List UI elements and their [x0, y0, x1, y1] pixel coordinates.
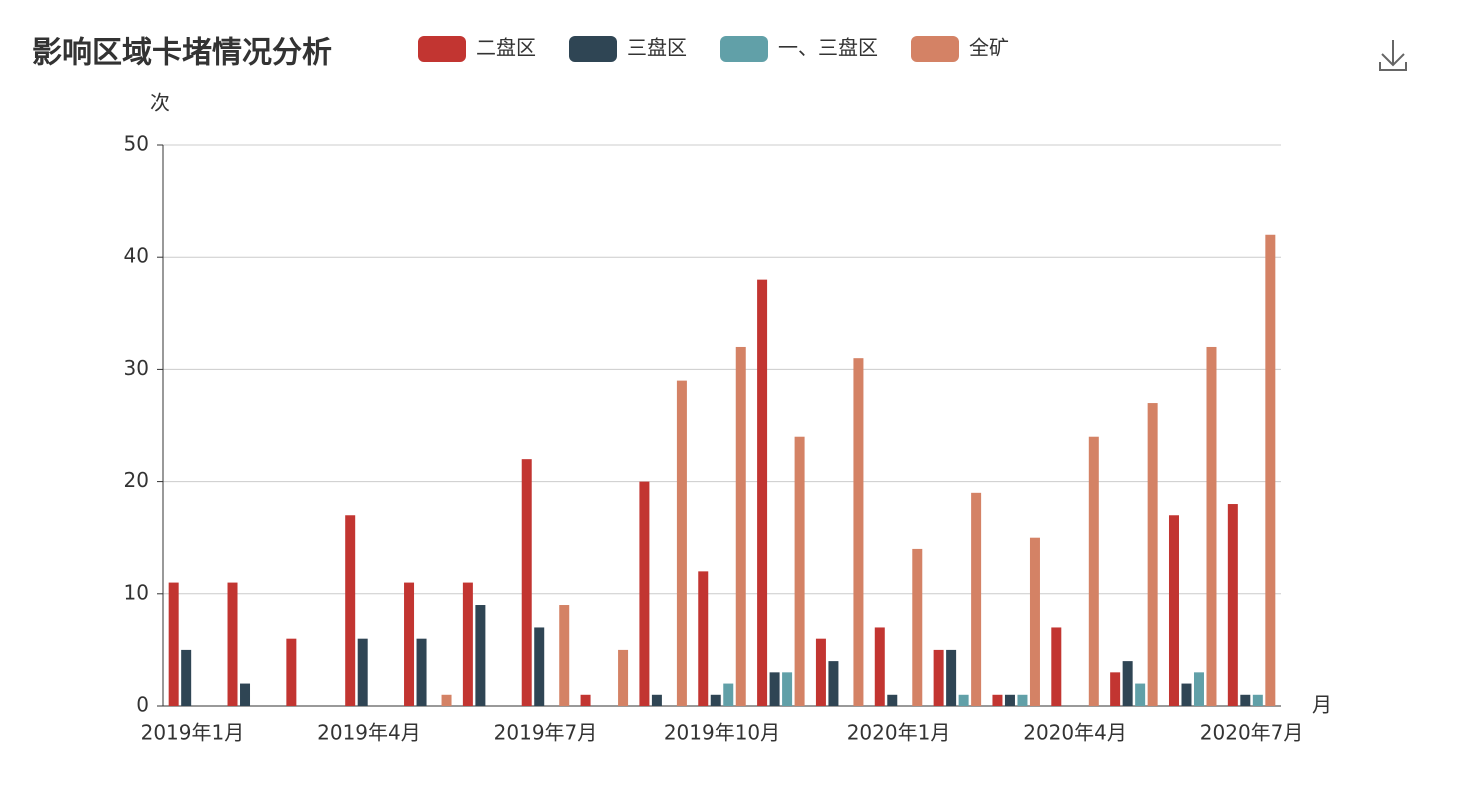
- chart-title: 影响区域卡堵情况分析: [32, 36, 332, 71]
- download-glyph[interactable]: [1379, 40, 1407, 71]
- bar: [782, 672, 793, 706]
- x-tick-label: 2020年1月: [847, 721, 951, 745]
- bar: [1110, 672, 1121, 706]
- x-tick-label: 2019年1月: [141, 721, 245, 745]
- legend-label: 二盘区: [476, 36, 536, 60]
- bar: [1004, 694, 1015, 706]
- bar: [639, 481, 650, 706]
- bar: [912, 548, 923, 706]
- x-tick-label: 2019年10月: [664, 721, 780, 745]
- bar: [559, 605, 570, 706]
- legend-swatch: [569, 36, 617, 62]
- bar: [1193, 672, 1204, 706]
- x-tick-label: 2020年7月: [1200, 721, 1304, 745]
- bar: [1181, 683, 1192, 706]
- x-tick-label: 2019年4月: [317, 721, 421, 745]
- bar: [946, 649, 957, 706]
- bar: [580, 694, 591, 706]
- y-tick-label: 0: [136, 693, 149, 717]
- x-tick-label: 2019年7月: [494, 721, 598, 745]
- x-axis-label: 月: [1312, 693, 1332, 717]
- bar: [735, 346, 746, 706]
- y-tick-label: 50: [124, 132, 149, 156]
- legend-label: 一、三盘区: [778, 36, 878, 60]
- bar: [357, 638, 368, 706]
- bar: [1168, 515, 1179, 706]
- legend-swatch: [418, 36, 466, 62]
- bar: [1017, 694, 1028, 706]
- bar: [462, 582, 473, 706]
- bar: [521, 459, 532, 706]
- bar: [534, 627, 545, 706]
- download-icon[interactable]: [1379, 40, 1407, 71]
- bar: [416, 638, 427, 706]
- x-tick-label: 2020年4月: [1023, 721, 1127, 745]
- bar: [1252, 694, 1263, 706]
- bar: [651, 694, 662, 706]
- y-tick-label: 10: [124, 580, 149, 604]
- bar: [1135, 683, 1146, 706]
- bar: [618, 649, 629, 706]
- legend-swatch: [720, 36, 768, 62]
- bar: [286, 638, 297, 706]
- bar: [828, 661, 839, 706]
- y-tick-label: 20: [124, 468, 149, 492]
- bar: [933, 649, 944, 706]
- bar: [1240, 694, 1251, 706]
- bar: [887, 694, 898, 706]
- bar: [1051, 627, 1062, 706]
- bar: [874, 627, 885, 706]
- bar: [1088, 436, 1099, 706]
- bar: [1265, 234, 1276, 706]
- bar: [853, 358, 864, 706]
- bar: [676, 380, 687, 706]
- bar: [345, 515, 356, 706]
- bar: [992, 694, 1003, 706]
- legend-label: 全矿: [969, 36, 1009, 60]
- y-tick-label: 30: [124, 356, 149, 380]
- bar: [794, 436, 805, 706]
- bar: [958, 694, 969, 706]
- bar: [181, 649, 192, 706]
- bar: [1147, 403, 1158, 706]
- bar: [769, 672, 780, 706]
- y-axis-label: 次: [150, 91, 170, 115]
- bar: [168, 582, 179, 706]
- bar: [227, 582, 238, 706]
- bar: [698, 571, 709, 706]
- bar: [1122, 661, 1133, 706]
- bar: [404, 582, 415, 706]
- bar: [815, 638, 826, 706]
- y-tick-label: 40: [124, 244, 149, 268]
- bar: [1227, 504, 1238, 706]
- legend-label: 三盘区: [627, 36, 687, 60]
- bar: [240, 683, 251, 706]
- bar: [1029, 537, 1040, 706]
- bar: [475, 605, 486, 706]
- bar: [971, 492, 982, 706]
- bar: [710, 694, 721, 706]
- bar: [723, 683, 734, 706]
- legend-swatch: [911, 36, 959, 62]
- bar: [441, 694, 452, 706]
- bar: [1206, 346, 1217, 706]
- bar: [757, 279, 768, 706]
